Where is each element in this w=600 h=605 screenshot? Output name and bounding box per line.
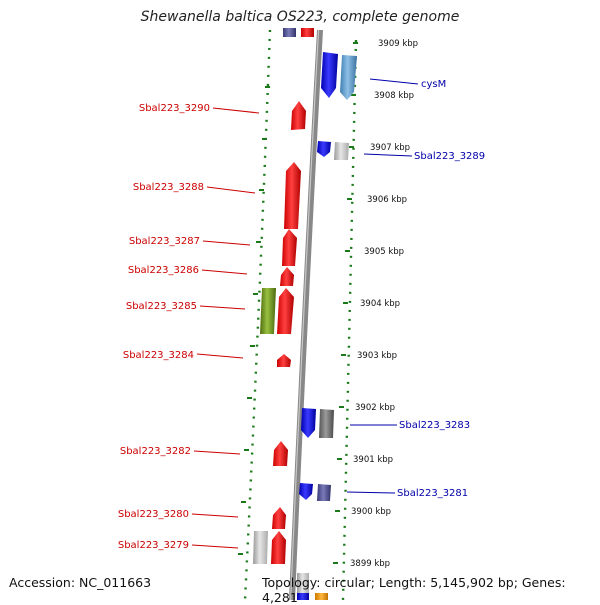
gene-label: Sbal223_3285 (126, 301, 197, 312)
feature-sbal223-3288 (284, 162, 301, 229)
leader-line (212, 107, 260, 114)
feature-sbal223-3285 (277, 288, 294, 334)
feature-cysm (321, 52, 338, 98)
leader-line (363, 153, 413, 157)
feature-top-slate (283, 28, 296, 37)
feature-top-red (301, 28, 314, 37)
feature-bottom-blue (297, 593, 309, 600)
feature-sbal223-3280 (272, 507, 286, 529)
gene-label: Sbal223_3289 (414, 151, 485, 162)
map-title: Shewanella baltica OS223, complete genom… (140, 9, 460, 25)
tick-label: 3908 kbp (374, 91, 414, 101)
gene-label: Sbal223_3287 (129, 236, 200, 247)
leader-line (346, 491, 396, 494)
leader-line (193, 450, 241, 455)
right-tick-marks (333, 42, 358, 564)
leader-line (369, 78, 419, 85)
leader-line (199, 305, 246, 310)
feature-gray-gene (319, 409, 334, 438)
tick-label: 3899 kbp (350, 559, 390, 569)
feature-slate-gene (317, 484, 331, 501)
gene-label: Sbal223_3280 (118, 509, 189, 520)
leader-line (206, 186, 256, 194)
feature-sbal223-3290 (291, 101, 306, 130)
feature-sbal223-3289 (317, 141, 331, 157)
tick-label: 3906 kbp (367, 195, 407, 205)
leader-line (191, 513, 239, 518)
tick-label: 3907 kbp (370, 143, 410, 153)
right-ruler-ring (341, 39, 358, 600)
gene-label: Sbal223_3283 (399, 420, 470, 431)
feature-olive-gene (260, 288, 276, 334)
feature-sbal223-3286 (280, 267, 294, 286)
genome-stats-text: Topology: circular; Length: 5,145,902 bp… (262, 575, 566, 605)
gene-label: cysM (421, 79, 446, 90)
gene-label: Sbal223_3284 (123, 350, 194, 361)
gene-label: Sbal223_3281 (397, 488, 468, 499)
feature-sbal223-3282 (273, 441, 288, 466)
feature-sbal223-3283 (301, 408, 316, 438)
tick-label: 3901 kbp (353, 455, 393, 465)
leader-line (191, 544, 239, 549)
gene-label: Sbal223_3279 (118, 540, 189, 551)
tick-label: 3902 kbp (355, 403, 395, 413)
leader-line (196, 353, 244, 359)
gene-label: Sbal223_3288 (133, 182, 204, 193)
feature-sbal223-3281 (299, 483, 313, 500)
gene-label: Sbal223_3286 (128, 265, 199, 276)
left-tick-marks (238, 86, 270, 555)
feature-sbal223-3284 (277, 354, 291, 367)
feature-sbal223-3287 (282, 229, 297, 266)
leader-line (202, 240, 251, 246)
gene-label: Sbal223_3282 (120, 446, 191, 457)
backbone (289, 29, 323, 600)
tick-label: 3900 kbp (351, 507, 391, 517)
tick-label: 3903 kbp (357, 351, 397, 361)
feature-light-gene (334, 142, 349, 160)
feature-steel-gene (340, 55, 357, 100)
leader-line (201, 269, 248, 275)
tick-label: 3904 kbp (360, 299, 400, 309)
tick-label: 3909 kbp (378, 39, 418, 49)
feature-sbal223-3279 (271, 531, 286, 564)
gene-label: Sbal223_3290 (139, 103, 210, 114)
feature-light-gene-bottom (253, 531, 268, 564)
accession-text: Accession: NC_011663 (9, 575, 152, 590)
feature-bottom-orange (315, 593, 328, 600)
tick-label: 3905 kbp (364, 247, 404, 257)
